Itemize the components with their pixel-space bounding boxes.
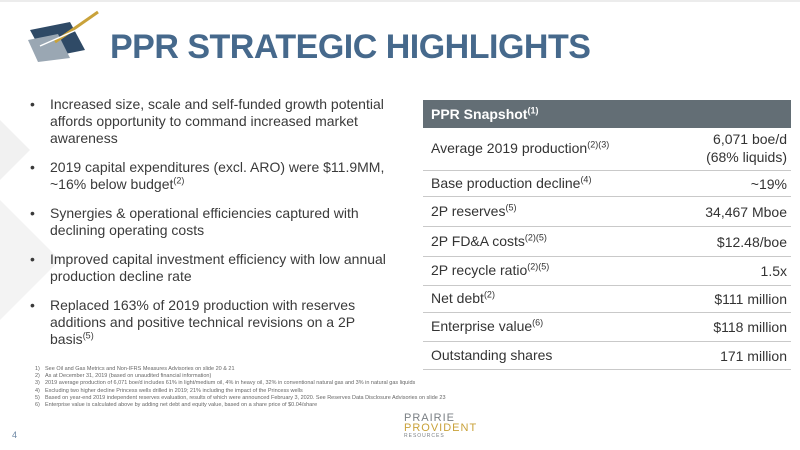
label-text: Net debt — [431, 290, 484, 306]
bullet: Synergies & operational efficiencies cap… — [28, 205, 393, 239]
row-label: Average 2019 production(2)(3) — [431, 140, 609, 156]
bullet-text: Synergies & operational efficiencies cap… — [50, 205, 359, 238]
row-value: $12.48/boe — [717, 233, 787, 251]
value-text: 1.5x — [760, 263, 787, 279]
row-value: ~19% — [751, 175, 787, 193]
footnotes: 1) See Oil and Gas Metrics and Non-IFRS M… — [35, 366, 535, 409]
footnote: 4) Excluding two higher decline Princess … — [35, 388, 535, 395]
table-row: Base production decline(4) ~19% — [423, 171, 791, 197]
label-text: 2P reserves — [431, 202, 506, 219]
bullet-list: Increased size, scale and self-funded gr… — [28, 96, 393, 360]
superscript: (2) — [173, 175, 185, 186]
bullet: Replaced 163% of 2019 production with re… — [28, 297, 393, 348]
bullet-text: Improved capital investment efficiency w… — [50, 251, 386, 284]
label-text: 2P FD&A costs — [431, 232, 525, 249]
footnote-marker: 2) — [35, 373, 40, 380]
row-value: 6,071 boe/d (68% liquids) — [706, 130, 787, 166]
footnote-text: Enterprise value is calculated above by … — [45, 402, 318, 409]
superscript: (2)(5) — [527, 261, 550, 272]
row-value: 1.5x — [761, 262, 787, 280]
value-note: (68% liquids) — [706, 149, 787, 165]
table-row: Average 2019 production(2)(3) 6,071 boe/d… — [423, 128, 791, 171]
footnote-marker: 3) — [35, 380, 40, 387]
value-text: 6,071 boe/d — [713, 131, 787, 147]
row-value: 171 million — [720, 347, 787, 365]
superscript: (6) — [532, 317, 544, 328]
table-row: 2P reserves(5) 34,467 Mboe — [423, 197, 791, 227]
footnote: 2) As at December 31, 2019 (based on unau… — [35, 373, 535, 380]
page-number: 4 — [12, 430, 18, 440]
value-text: $111 million — [714, 291, 787, 307]
row-label: Base production decline(4) — [431, 173, 592, 191]
bullet-text: 2019 capital expenditures (excl. ARO) we… — [50, 159, 385, 192]
logo-text: PRAIRIE — [404, 412, 456, 424]
row-label: 2P FD&A costs(2)(5) — [431, 231, 547, 249]
footnote-marker: 6) — [35, 402, 40, 409]
value-text: 34,467 Mboe — [705, 203, 787, 220]
value-text: ~19% — [750, 175, 787, 192]
value-text: 171 million — [720, 347, 787, 364]
superscript: (2)(5) — [524, 231, 547, 242]
footnote-text: See Oil and Gas Metrics and Non-IFRS Mea… — [45, 366, 235, 372]
bullet: Increased size, scale and self-funded gr… — [28, 96, 393, 147]
value-text: $12.48/boe — [716, 233, 787, 250]
footnote-text: 2019 average production of 6,071 boe/d i… — [45, 380, 416, 387]
label-text: Outstanding shares — [431, 346, 553, 363]
superscript: (4) — [580, 173, 592, 184]
chevron — [0, 120, 30, 180]
label-text: Average 2019 production — [431, 140, 588, 156]
footnote-marker: 1) — [35, 366, 40, 372]
row-label: Outstanding shares — [431, 347, 552, 363]
footnote: 5) Based on year-end 2019 independent res… — [35, 395, 535, 402]
superscript: (5) — [505, 201, 517, 212]
table-row: 2P recycle ratio(2)(5) 1.5x — [423, 257, 791, 286]
bullet: Improved capital investment efficiency w… — [28, 251, 393, 285]
footnote: 6) Enterprise value is calculated above b… — [35, 402, 535, 409]
row-value: $111 million — [714, 290, 787, 308]
bullet-text: Increased size, scale and self-funded gr… — [50, 96, 384, 146]
superscript: (5) — [82, 330, 94, 341]
table-row: Enterprise value(6) $118 million — [423, 313, 791, 342]
row-label: 2P recycle ratio(2)(5) — [431, 262, 549, 278]
table-header: PPR Snapshot(1) — [423, 100, 791, 128]
table-title: PPR Snapshot — [431, 106, 528, 122]
footnote: 3) 2019 average production of 6,071 boe/d… — [35, 380, 535, 387]
value-text: $118 million — [713, 319, 787, 335]
logo-text: PROVIDENT — [404, 422, 478, 434]
bullet-text: Replaced 163% of 2019 production with re… — [50, 297, 356, 347]
row-label: Enterprise value(6) — [431, 318, 543, 334]
row-value: $118 million — [713, 318, 787, 336]
label-text: Enterprise value — [431, 318, 533, 334]
slide-title: PPR STRATEGIC HIGHLIGHTS — [110, 28, 591, 66]
row-value: 34,467 Mboe — [705, 203, 787, 221]
footnote-marker: 4) — [35, 387, 40, 394]
row-label: Net debt(2) — [431, 290, 495, 306]
footnote: 1) See Oil and Gas Metrics and Non-IFRS M… — [35, 366, 535, 373]
footer-logo: PRAIRIE PROVIDENT RESOURCES — [404, 412, 478, 440]
footnote-text: Based on year-end 2019 independent reser… — [45, 394, 446, 401]
table-row: Net debt(2) $111 million — [423, 286, 791, 313]
bullet: 2019 capital expenditures (excl. ARO) we… — [28, 159, 393, 193]
logo-text: RESOURCES — [404, 433, 445, 439]
row-label: 2P reserves(5) — [431, 201, 517, 219]
snapshot-table: PPR Snapshot(1) Average 2019 production(… — [423, 100, 791, 370]
superscript: (2) — [483, 289, 495, 300]
footnote-marker: 5) — [35, 394, 40, 401]
superscript: (2)(3) — [587, 139, 610, 150]
footnote-text: As at December 31, 2019 (based on unaudi… — [45, 373, 212, 380]
logo-mark — [28, 10, 99, 62]
table-row: Outstanding shares 171 million — [423, 342, 791, 370]
label-text: 2P recycle ratio — [431, 262, 528, 278]
table-row: 2P FD&A costs(2)(5) $12.48/boe — [423, 227, 791, 257]
label-text: Base production decline — [431, 174, 581, 191]
footnote-text: Excluding two higher decline Princess we… — [45, 387, 303, 394]
superscript: (1) — [527, 105, 539, 116]
